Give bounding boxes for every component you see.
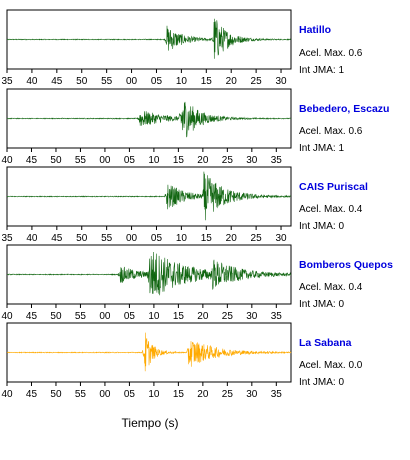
x-tick-label: 50 [50,311,62,322]
x-tick-label: 25 [222,311,234,322]
station-name-bebedero: Bebedero, Escazu [299,103,390,115]
x-tick-label: 45 [26,155,38,166]
x-tick-label: 00 [99,311,111,322]
x-tick-label: 10 [148,155,160,166]
int-jma-bomberos-quepos: Int JMA: 0 [299,299,345,310]
station-name-hatillo: Hatillo [299,24,332,36]
x-tick-label: 50 [50,389,62,400]
x-tick-label: 00 [99,155,111,166]
x-axis-label: Tiempo (s) [121,416,179,430]
x-tick-label: 20 [197,389,209,400]
x-tick-label: 05 [124,311,136,322]
x-tick-label: 25 [222,155,234,166]
acel-max-la-sabana: Acel. Max. 0.0 [299,360,363,371]
waveform-trace [6,251,292,296]
x-tick-label: 40 [1,389,13,400]
x-tick-label: 30 [275,233,287,244]
int-jma-la-sabana: Int JMA: 0 [299,377,345,388]
x-tick-label: 10 [176,233,188,244]
acel-max-bomberos-quepos: Acel. Max. 0.4 [299,282,363,293]
x-tick-label: 10 [148,311,160,322]
int-jma-cais-puriscal: Int JMA: 0 [299,221,345,232]
x-tick-label: 40 [1,311,13,322]
x-tick-label: 35 [271,389,283,400]
x-tick-label: 20 [197,311,209,322]
x-tick-label: 40 [26,233,38,244]
x-tick-label: 05 [151,233,163,244]
x-tick-label: 50 [50,155,62,166]
x-tick-label: 05 [124,155,136,166]
x-tick-label: 30 [246,311,258,322]
acel-max-cais-puriscal: Acel. Max. 0.4 [299,204,363,215]
x-tick-label: 30 [246,389,258,400]
x-tick-label: 55 [75,311,87,322]
x-tick-label: 35 [271,155,283,166]
waveform-trace [6,101,292,138]
x-tick-label: 35 [271,311,283,322]
x-tick-label: 00 [99,389,111,400]
x-tick-label: 45 [51,76,63,87]
x-tick-label: 35 [1,233,13,244]
x-tick-label: 30 [275,76,287,87]
x-tick-label: 15 [173,155,185,166]
x-tick-label: 45 [26,389,38,400]
x-tick-label: 15 [201,76,213,87]
x-tick-label: 25 [251,233,263,244]
x-tick-label: 15 [201,233,213,244]
panel-frame [6,244,292,305]
x-tick-label: 55 [75,389,87,400]
acel-max-hatillo: Acel. Max. 0.6 [299,48,363,59]
x-tick-label: 40 [1,155,13,166]
x-tick-label: 00 [126,233,138,244]
x-tick-label: 05 [151,76,163,87]
waveform-trace [6,18,292,59]
x-tick-label: 20 [226,76,238,87]
x-tick-label: 30 [246,155,258,166]
x-tick-label: 55 [75,155,87,166]
acel-max-bebedero: Acel. Max. 0.6 [299,126,363,137]
x-tick-label: 10 [148,389,160,400]
int-jma-hatillo: Int JMA: 1 [299,65,345,76]
waveform-trace [6,332,292,372]
station-name-bomberos-quepos: Bomberos Quepos [299,259,393,271]
x-tick-label: 45 [26,311,38,322]
x-tick-label: 35 [1,76,13,87]
x-tick-label: 55 [101,233,113,244]
x-tick-label: 50 [76,233,88,244]
waveform-trace [7,171,292,221]
x-tick-label: 20 [197,155,209,166]
station-name-la-sabana: La Sabana [299,337,352,349]
x-tick-label: 40 [26,76,38,87]
x-tick-label: 15 [173,389,185,400]
x-tick-label: 00 [126,76,138,87]
x-tick-label: 20 [226,233,238,244]
x-tick-label: 10 [176,76,188,87]
int-jma-bebedero: Int JMA: 1 [299,143,345,154]
x-tick-label: 55 [101,76,113,87]
x-tick-label: 50 [76,76,88,87]
x-tick-label: 25 [251,76,263,87]
x-tick-label: 45 [51,233,63,244]
x-tick-label: 05 [124,389,136,400]
x-tick-label: 15 [173,311,185,322]
station-name-cais-puriscal: CAIS Puriscal [299,181,368,193]
x-tick-label: 25 [222,389,234,400]
